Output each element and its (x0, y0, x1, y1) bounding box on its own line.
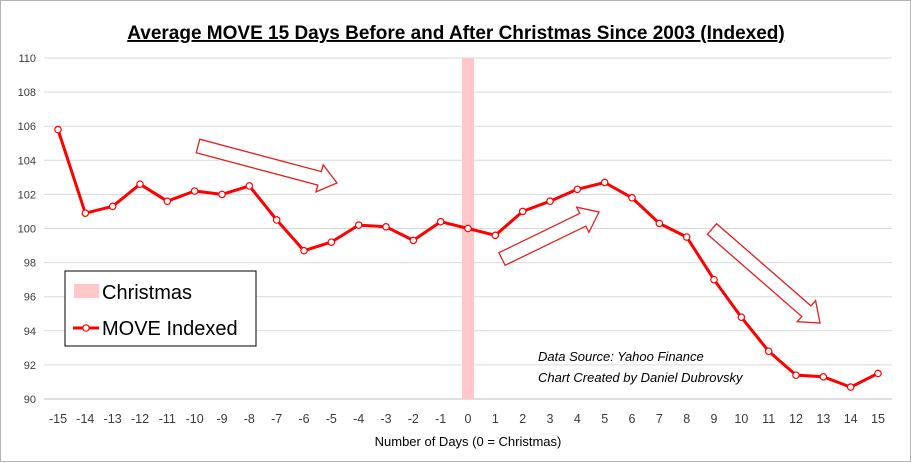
x-tick-label: 4 (574, 412, 581, 426)
data-point (245, 182, 254, 190)
x-tick-label: 7 (656, 412, 663, 426)
x-tick-label: -8 (244, 412, 255, 426)
x-tick-label: 2 (519, 412, 526, 426)
x-tick-label: 13 (816, 412, 830, 426)
data-point (819, 373, 828, 381)
trend-arrow-down-2 (706, 222, 821, 324)
data-point (163, 197, 172, 206)
y-tick-label: 92 (24, 360, 36, 372)
data-point (409, 236, 418, 245)
legend: Christmas MOVE Indexed (64, 270, 257, 347)
legend-box (64, 270, 257, 347)
data-point (600, 178, 609, 187)
data-point (710, 275, 718, 284)
x-tick-label: 9 (711, 412, 718, 426)
x-tick-label: -13 (104, 412, 122, 426)
x-tick-label: 15 (871, 412, 885, 426)
y-tick-label: 90 (24, 394, 36, 406)
x-tick-label: -12 (131, 412, 149, 426)
y-tick-label: 106 (18, 121, 36, 133)
y-tick-label: 98 (24, 258, 36, 270)
chart-credit-annotation: Chart Created by Daniel Dubrovsky (538, 370, 744, 385)
data-point (464, 224, 472, 233)
data-point (108, 202, 117, 211)
data-point (436, 217, 445, 226)
x-tick-label: 1 (492, 412, 499, 426)
trend-arrows (195, 138, 821, 324)
y-tick-label: 96 (24, 292, 36, 304)
series-layer (54, 125, 882, 391)
data-point (764, 347, 773, 356)
data-point (682, 233, 691, 241)
data-point (272, 216, 281, 224)
data-point (792, 371, 800, 379)
data-point (518, 207, 527, 216)
data-point (218, 190, 226, 199)
data-point (54, 125, 62, 134)
x-tick-label: 5 (601, 412, 608, 426)
x-tick-label: -9 (216, 412, 227, 426)
x-tick-label: -6 (298, 412, 309, 426)
x-axis-label: Number of Days (0 = Christmas) (375, 434, 562, 449)
x-tick-label: -15 (49, 412, 67, 426)
y-tick-label: 94 (24, 326, 36, 338)
y-tick-label: 100 (18, 224, 36, 236)
data-point (491, 231, 500, 240)
x-tick-label: 8 (683, 412, 690, 426)
legend-move-label: MOVE Indexed (102, 318, 238, 340)
legend-christmas-swatch (74, 284, 99, 298)
data-point (190, 187, 199, 195)
x-tick-label: -3 (380, 412, 391, 426)
x-tick-label: -5 (326, 412, 337, 426)
x-tick-label: -4 (353, 412, 364, 426)
x-tick-label: 14 (844, 412, 858, 426)
x-tick-label: 12 (789, 412, 803, 426)
data-point (546, 197, 554, 206)
data-point (628, 194, 636, 202)
y-axis-ticks: 90 92 94 96 98 100 102 104 106 108 110 (18, 53, 36, 406)
x-axis-ticks: -15 -14 -13 -12 -11 -10 -9 -8 -7 -6 -5 -4 -3 -2 -1 0 1 2 3… (49, 412, 885, 426)
x-tick-label: -11 (159, 412, 176, 426)
x-tick-label: -10 (186, 412, 204, 426)
x-tick-label: 10 (734, 412, 748, 426)
data-point (136, 180, 144, 188)
y-tick-label: 110 (18, 53, 36, 65)
x-tick-label: -7 (271, 412, 282, 426)
legend-christmas-label: Christmas (102, 282, 192, 304)
x-tick-label: -1 (435, 412, 446, 426)
trend-arrow-up (498, 206, 600, 267)
y-tick-label: 108 (18, 87, 36, 99)
data-point (300, 246, 308, 255)
x-tick-label: -2 (408, 412, 419, 426)
x-tick-label: 0 (465, 412, 472, 426)
chart-title: Average MOVE 15 Days Before and After Ch… (127, 23, 785, 44)
data-point (354, 221, 363, 229)
data-point (573, 185, 582, 194)
data-point (874, 369, 882, 378)
x-tick-label: 3 (547, 412, 554, 426)
y-tick-label: 102 (18, 189, 36, 201)
y-tick-label: 104 (18, 155, 36, 167)
data-point (655, 219, 664, 228)
legend-move-marker (82, 324, 90, 332)
x-tick-label: -14 (76, 412, 94, 426)
data-point (846, 383, 855, 391)
trend-arrow-down-1 (195, 138, 339, 194)
x-tick-label: 6 (629, 412, 636, 426)
x-tick-label: 11 (762, 412, 775, 426)
data-source-annotation: Data Source: Yahoo Finance (538, 349, 704, 364)
data-point (81, 209, 90, 217)
data-point (382, 222, 390, 231)
data-point (737, 313, 746, 321)
data-point (327, 238, 336, 246)
